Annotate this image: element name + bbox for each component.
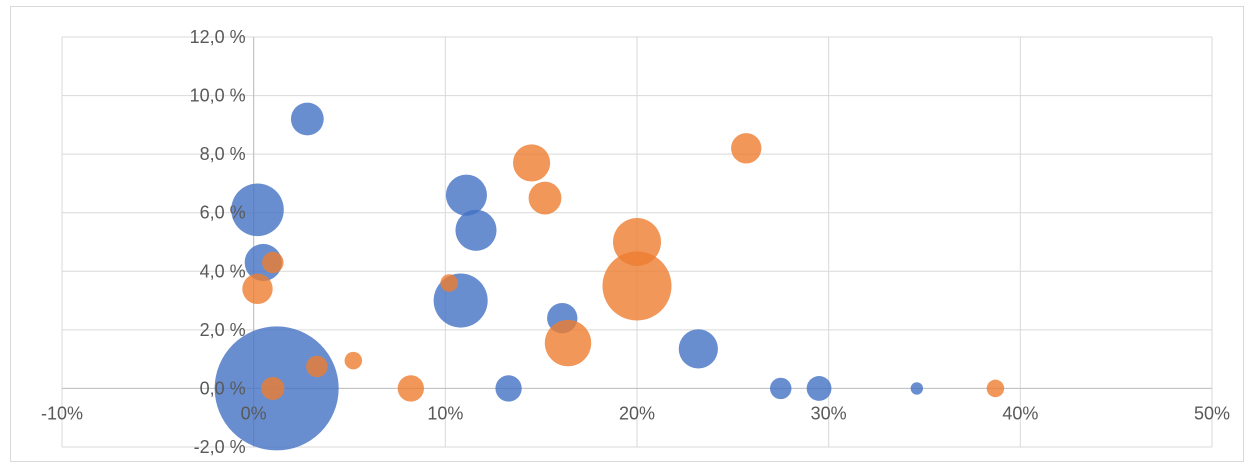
bubble-series-2-point-2 <box>242 273 273 305</box>
y-tick-label: 12,0 % <box>190 27 246 47</box>
bubble-series-2-point-10 <box>544 319 592 367</box>
bubble-layer <box>214 102 1005 451</box>
y-tick-label: 2,0 % <box>200 320 246 340</box>
x-tick-label: 0% <box>241 403 267 423</box>
y-tick-label: 10,0 % <box>190 86 246 106</box>
bubble-series-1-point-9 <box>495 375 522 402</box>
bubble-series-1-point-12 <box>806 376 832 401</box>
bubble-series-2-point-14 <box>986 379 1005 398</box>
tick-labels: -2,0 % 0,0 % 2,0 % 4,0 % 6,0 % 8,0 % 10,0 % 12,… <box>41 27 1230 457</box>
bubble-series-1-point-6 <box>455 209 497 251</box>
bubble-series-1-point-3 <box>290 102 324 136</box>
y-tick-label: 8,0 % <box>200 144 246 164</box>
bubble-series-1-point-13 <box>910 382 924 395</box>
bubble-series-1-point-2 <box>231 183 284 237</box>
bubble-series-2-point-5 <box>344 351 363 370</box>
x-tick-label: 10% <box>427 403 463 423</box>
bubble-series-1-point-11 <box>770 377 792 400</box>
bubble-series-2-point-8 <box>512 144 551 182</box>
bubble-series-2-point-3 <box>261 376 285 401</box>
bubble-chart: -2,0 % 0,0 % 2,0 % 4,0 % 6,0 % 8,0 % 10,0 % 12,… <box>41 27 1230 457</box>
x-tick-label: 50% <box>1194 403 1230 423</box>
x-tick-label: -10% <box>41 403 83 423</box>
bubble-series-2-point-4 <box>306 355 328 378</box>
x-tick-label: 30% <box>811 403 847 423</box>
bubble-series-2-point-1 <box>262 251 284 274</box>
x-tick-label: 20% <box>619 403 655 423</box>
x-tick-label: 40% <box>1002 403 1038 423</box>
bubble-series-1-point-5 <box>445 174 487 216</box>
bubble-series-2-point-9 <box>528 181 562 215</box>
bubble-series-2-point-6 <box>397 375 424 402</box>
bubble-series-1-point-10 <box>678 329 718 369</box>
bubble-series-2-point-13 <box>731 133 762 164</box>
bubble-series-2-point-12 <box>602 251 672 321</box>
y-tick-label: -2,0 % <box>194 437 246 457</box>
chart-frame: -2,0 % 0,0 % 2,0 % 4,0 % 6,0 % 8,0 % 10,0 % 12,… <box>10 6 1244 462</box>
y-tick-label: 6,0 % <box>200 203 246 223</box>
bubble-series-2-point-7 <box>440 274 458 292</box>
y-tick-label: 4,0 % <box>200 261 246 281</box>
y-tick-label: 0,0 % <box>200 378 246 398</box>
